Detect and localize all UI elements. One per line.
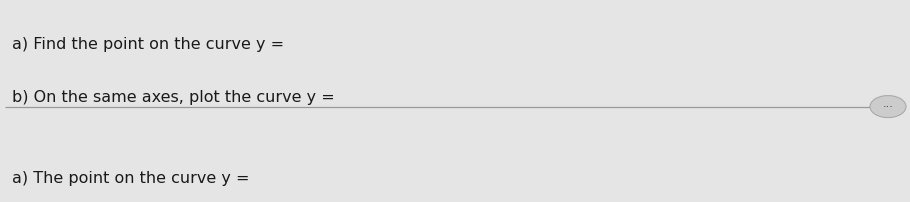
Text: a) Find the point on the curve y =: a) Find the point on the curve y = xyxy=(12,37,289,52)
Text: b) On the same axes, plot the curve y =: b) On the same axes, plot the curve y = xyxy=(12,89,339,104)
Ellipse shape xyxy=(870,96,906,118)
Text: ···: ··· xyxy=(883,102,894,112)
Text: a) The point on the curve y =: a) The point on the curve y = xyxy=(12,170,255,185)
